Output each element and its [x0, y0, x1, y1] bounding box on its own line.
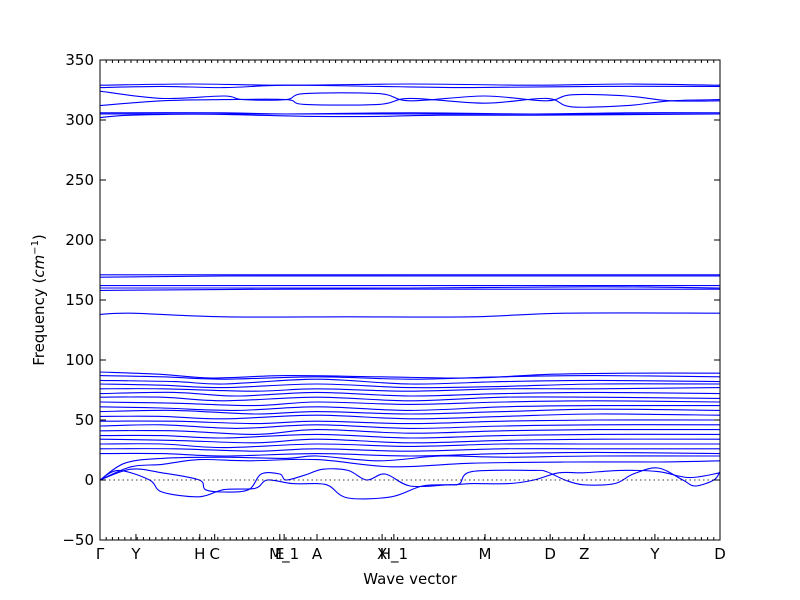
band-line-4 [99, 97, 721, 108]
band-line-31 [99, 448, 720, 452]
x-tick-label: A [312, 545, 323, 563]
x-tick-label: Y [130, 545, 141, 563]
y-tick-label: 150 [65, 291, 94, 309]
band-lines [99, 83, 721, 500]
band-line-12 [99, 288, 720, 291]
band-line-29 [99, 438, 721, 444]
band-line-25 [99, 419, 721, 425]
band-line-30 [99, 443, 720, 449]
x-tick-label: E [275, 545, 284, 563]
x-tick-label: Z [579, 545, 589, 563]
band-line-23 [99, 408, 721, 415]
band-line-35 [99, 467, 721, 493]
plot-frame [99, 59, 721, 541]
x-axis-label: Wave vector [363, 570, 457, 588]
band-line-27 [99, 428, 721, 435]
y-tick-label: −50 [62, 531, 94, 549]
x-tick-label: H [194, 545, 205, 563]
y-tick-label: 0 [84, 471, 94, 489]
band-line-21 [99, 400, 721, 407]
y-tick-label: 250 [65, 171, 94, 189]
band-line-16 [99, 378, 721, 385]
y-axis-label-unit: cm [30, 255, 48, 278]
band-line-28 [99, 433, 721, 439]
band-line-2 [99, 84, 721, 89]
y-axis-label-exponent: −1 [30, 240, 41, 255]
x-tick-label: D [714, 545, 726, 563]
band-line-11 [100, 286, 721, 289]
band-line-7 [99, 113, 720, 119]
y-tick-label: 50 [75, 411, 94, 429]
x-tick-label: H_1 [380, 545, 408, 564]
y-axis-label: Frequency (cm−1) [30, 234, 48, 366]
band-line-24 [99, 413, 721, 420]
band-line-5 [99, 112, 721, 115]
band-line-13 [99, 312, 721, 318]
band-line-15 [99, 375, 721, 380]
band-line-9 [99, 275, 720, 278]
y-tick-label: 100 [65, 351, 94, 369]
x-tick-label: X [377, 545, 387, 563]
band-line-26 [99, 424, 721, 429]
y-axis-label-text: Frequency ( [30, 278, 48, 366]
y-axis-label-close: ) [30, 234, 48, 240]
band-line-18 [99, 387, 721, 392]
band-line-32 [99, 451, 721, 457]
x-tick-label: D [544, 545, 556, 563]
x-tick-label: Γ [96, 545, 105, 563]
band-line-1 [99, 83, 721, 86]
band-line-19 [99, 391, 721, 397]
band-line-14 [99, 371, 721, 379]
band-line-33 [99, 455, 721, 481]
x-tick-label: Y [649, 545, 660, 563]
y-tick-label: 300 [65, 111, 94, 129]
band-line-34 [99, 458, 721, 481]
x-tick-label: C [209, 545, 219, 563]
band-line-36 [99, 469, 721, 500]
band-line-3 [99, 90, 721, 102]
x-tick-label: M_1 [269, 545, 299, 564]
band-line-20 [99, 396, 721, 402]
y-tick-label: 350 [65, 51, 94, 69]
band-line-17 [99, 383, 721, 389]
y-axis: −50 0 50 100 150 200 250 300 350 [62, 51, 720, 549]
band-line-22 [99, 404, 721, 411]
x-axis: Γ Y H C EM_1 A XH_1 M D Z Y D [96, 60, 726, 564]
x-tick-label: M [479, 545, 492, 563]
y-tick-label: 200 [65, 231, 94, 249]
